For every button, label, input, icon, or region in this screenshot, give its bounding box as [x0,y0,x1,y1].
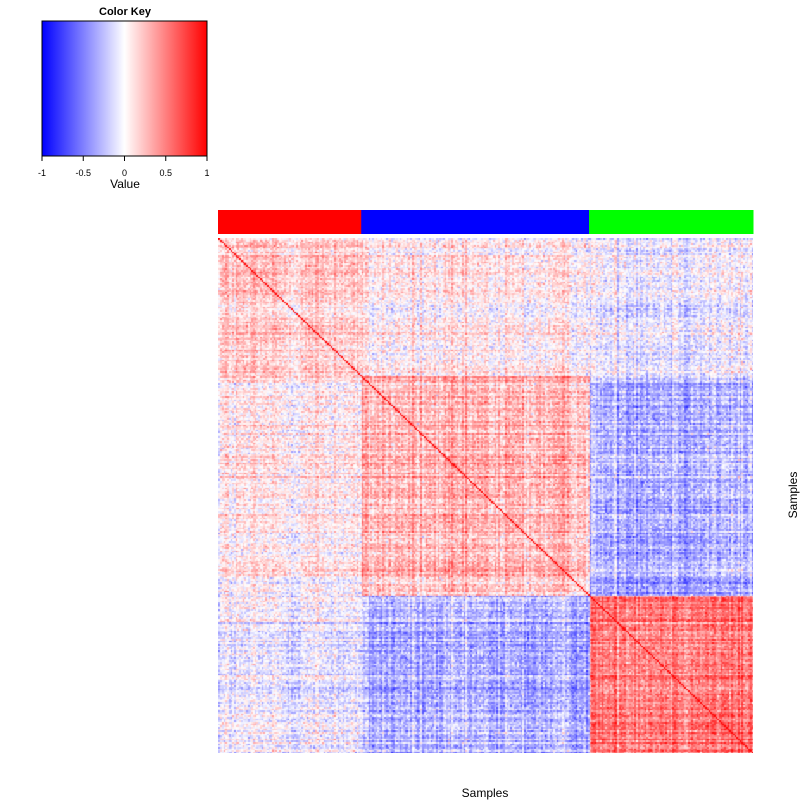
column-group-color-bar [361,210,590,234]
color-key-gradient [41,20,208,157]
color-key-tick-label: -0.5 [75,168,91,178]
y-axis-label: Samples [786,472,800,519]
color-key-value-label: Value [110,177,140,191]
heatmap-cells [218,238,753,753]
column-group-color-bar [218,210,362,234]
x-axis-label: Samples [462,786,509,800]
color-key-tick-label: 0 [122,168,127,178]
color-key-axis: -1 -0.5 0 0.5 1 [38,155,210,178]
color-key-tick-label: 0.5 [159,168,172,178]
column-group-color-bar [589,210,754,234]
color-key: Color Key -1 -0.5 0 0.5 1 Value [38,6,210,191]
color-key-title: Color Key [99,6,152,18]
heatmap-body [218,238,753,753]
color-key-tick-label: 1 [204,168,209,178]
column-side-colors [218,210,754,234]
color-key-tick-label: -1 [38,168,46,178]
